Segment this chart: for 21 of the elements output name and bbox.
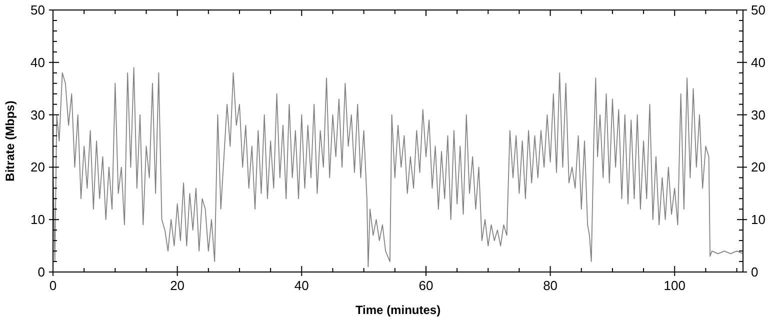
x-tick-label: 20 bbox=[170, 278, 185, 293]
y-tick-label: 20 bbox=[30, 160, 45, 175]
x-tick-label: 100 bbox=[664, 278, 686, 293]
x-tick-label: 0 bbox=[49, 278, 57, 293]
y-tick-label: 0 bbox=[38, 264, 45, 280]
y-tick-label: 10 bbox=[30, 212, 45, 228]
y2-tick-label: 40 bbox=[751, 54, 766, 70]
line-series bbox=[52, 67, 744, 268]
x-tick-label: 40 bbox=[294, 278, 309, 293]
y2-tick-label: 30 bbox=[751, 107, 766, 122]
y-tick-label: 40 bbox=[30, 54, 45, 70]
y-tick-label: 30 bbox=[30, 107, 45, 122]
y2-tick-label: 10 bbox=[751, 212, 766, 228]
y2-tick-label: 0 bbox=[751, 264, 758, 280]
x-axis-title: Time (minutes) bbox=[355, 303, 441, 317]
x-tick-label: 60 bbox=[418, 278, 434, 293]
y-tick-label: 50 bbox=[30, 2, 45, 18]
y2-tick-label: 20 bbox=[751, 160, 766, 175]
x-tick-label: 80 bbox=[543, 278, 558, 293]
y2-tick-label: 50 bbox=[751, 2, 766, 18]
y-axis-title: Bitrate (Mbps) bbox=[3, 100, 17, 182]
